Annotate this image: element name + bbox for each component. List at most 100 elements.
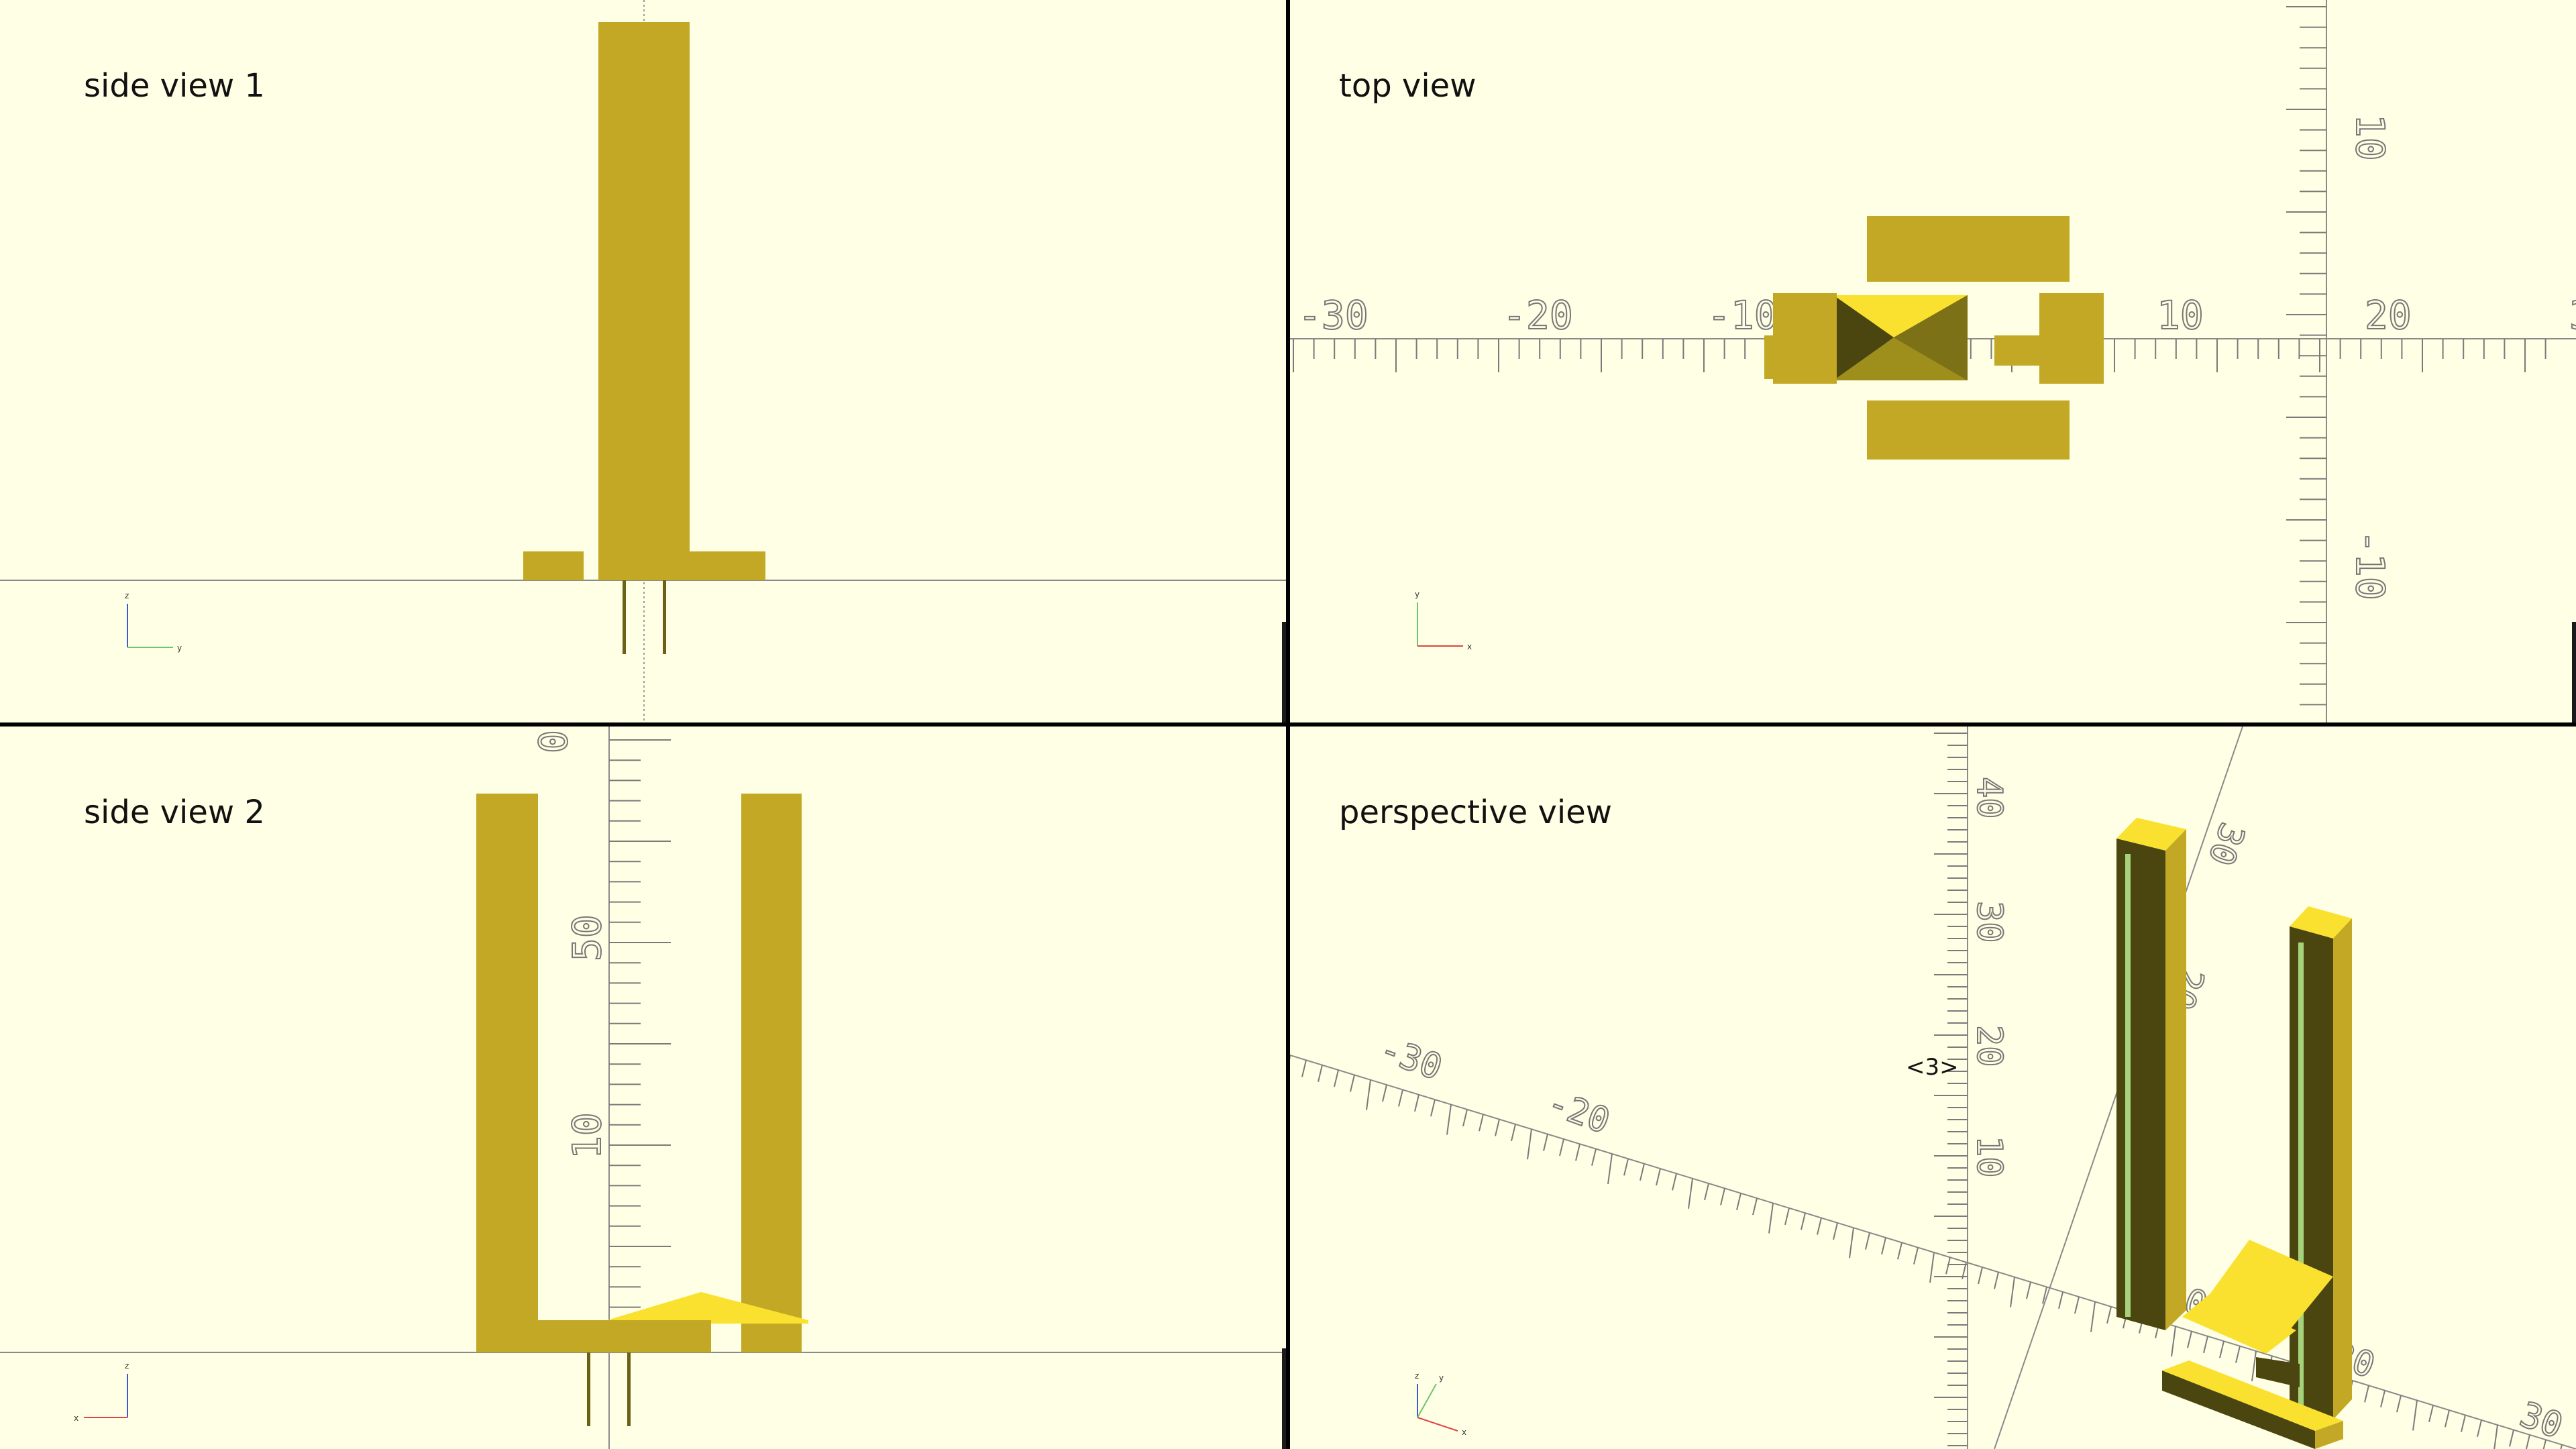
perspective-view-canvas[interactable]: 40 30 20 10 -30 -20 10 20 30 30 20 bbox=[1290, 727, 2576, 1449]
gizmo-x-label: x bbox=[1467, 642, 1472, 651]
viewport-side-view-2[interactable]: 0 50 10 z x side view 2 bbox=[0, 727, 1286, 1449]
model-top-wedge-face bbox=[1833, 295, 1968, 337]
ruler-tick bbox=[1913, 1247, 1919, 1265]
ruler-tick bbox=[2509, 1430, 2514, 1447]
side-view-1-canvas[interactable]: z y bbox=[0, 0, 1286, 722]
top-view-canvas[interactable]: -30 -20 -10 10 20 3 10 -10 y x bbox=[1290, 0, 2576, 722]
tick-label: 30 bbox=[2200, 818, 2252, 871]
perspective-view-title: perspective view bbox=[1339, 794, 1613, 831]
viewport-border-mark bbox=[2572, 622, 2576, 722]
ruler-tick bbox=[2560, 1444, 2563, 1449]
side-view-2-canvas[interactable]: 0 50 10 z x bbox=[0, 727, 1286, 1449]
ruler-tick bbox=[2026, 1281, 2031, 1299]
z-ruler-ticks bbox=[609, 739, 671, 1348]
model-pin-left bbox=[587, 1352, 590, 1426]
tick-label: 30 bbox=[1969, 901, 2009, 943]
top-view-title: top view bbox=[1339, 67, 1477, 105]
model-pin-left bbox=[623, 580, 626, 654]
gizmo-z-label: z bbox=[125, 1361, 129, 1371]
ruler-tick bbox=[1720, 1188, 1725, 1205]
ruler-tick bbox=[1656, 1168, 1661, 1186]
tick-label: 0 bbox=[531, 730, 576, 753]
ruler-tick bbox=[2090, 1301, 2096, 1332]
model-top-left-stub bbox=[1764, 335, 1774, 379]
tick-label: 10 bbox=[2347, 114, 2393, 161]
model-wedge-ledge bbox=[711, 1320, 808, 1324]
ruler-tick bbox=[1994, 1272, 1999, 1289]
side-view-1-title: side view 1 bbox=[84, 67, 265, 105]
x-axis-line bbox=[1290, 1055, 2576, 1449]
center-wedge bbox=[2182, 1293, 2296, 1354]
ruler-tick bbox=[1446, 1104, 1452, 1135]
perspective-marker-label: <3> bbox=[1906, 1054, 1959, 1081]
perspective-ruler-labels: 40 30 20 10 -30 -20 10 20 30 30 20 bbox=[1374, 776, 2569, 1448]
viewport-side-view-1[interactable]: z y side view 1 bbox=[0, 0, 1286, 722]
ruler-tick bbox=[2203, 1336, 2208, 1354]
model-pin-right bbox=[663, 580, 666, 654]
ruler-tick bbox=[1962, 1262, 1967, 1279]
ruler-tick bbox=[1881, 1237, 1886, 1255]
ruler-tick bbox=[1865, 1232, 1870, 1250]
pillar-right-side bbox=[2333, 918, 2352, 1419]
ruler-tick bbox=[1752, 1197, 1758, 1216]
ruler-tick bbox=[1366, 1079, 1371, 1110]
ruler-tick bbox=[1768, 1203, 1774, 1234]
ruler-tick bbox=[2042, 1287, 2047, 1304]
model-top-right-block bbox=[2039, 293, 2104, 384]
ruler-tick bbox=[2380, 1390, 2385, 1407]
ruler-tick bbox=[1945, 1257, 1951, 1275]
ruler-tick bbox=[2187, 1331, 2192, 1348]
ruler-tick bbox=[1801, 1212, 1806, 1230]
pillar-right-front bbox=[2290, 926, 2333, 1419]
ruler-tick bbox=[2171, 1326, 2176, 1357]
ruler-tick bbox=[2364, 1385, 2369, 1403]
ruler-tick bbox=[2058, 1291, 2063, 1309]
ruler-tick bbox=[1897, 1242, 1902, 1260]
ruler-tick bbox=[1334, 1069, 1339, 1087]
y-ruler-labels: 10 -10 bbox=[2347, 113, 2394, 601]
ruler-tick bbox=[1640, 1163, 1645, 1181]
ruler-tick bbox=[1817, 1218, 1822, 1235]
viewport-top-view[interactable]: -30 -20 -10 10 20 3 10 -10 y x top view bbox=[1290, 0, 2576, 722]
gizmo-y-label: y bbox=[1439, 1373, 1444, 1383]
gizmo-y-label: y bbox=[1415, 590, 1419, 599]
tick-label: 10 bbox=[2157, 292, 2204, 338]
model-left-foot bbox=[523, 551, 584, 580]
ruler-tick bbox=[2251, 1350, 2257, 1382]
ruler-tick bbox=[1736, 1193, 1741, 1211]
model-top-wedge-face-2 bbox=[1833, 337, 1968, 380]
ruler-tick bbox=[1688, 1178, 1693, 1209]
tick-label: -20 bbox=[1503, 292, 1573, 338]
ruler-tick bbox=[1301, 1060, 1307, 1077]
ruler-tick bbox=[2493, 1425, 2498, 1449]
ruler-tick bbox=[1382, 1084, 1387, 1102]
model-column bbox=[598, 22, 690, 580]
tick-label: 30 bbox=[2515, 1395, 2568, 1447]
tick-label: 20 bbox=[2365, 292, 2412, 338]
pillar-left-highlight bbox=[2125, 854, 2131, 1317]
front-bar-side bbox=[2315, 1421, 2343, 1449]
ruler-tick bbox=[1495, 1119, 1500, 1136]
tick-label: -10 bbox=[1707, 292, 1778, 338]
model-top-lower-block bbox=[1867, 400, 2070, 460]
ruler-tick bbox=[2235, 1346, 2241, 1363]
axis-gizmo: z y bbox=[125, 591, 182, 653]
tick-label: -30 bbox=[1375, 1029, 1448, 1089]
ruler-tick bbox=[1575, 1144, 1580, 1161]
ruler-tick bbox=[1591, 1148, 1597, 1166]
ruler-tick bbox=[1623, 1159, 1629, 1176]
pillar-left-front bbox=[2116, 839, 2165, 1330]
tick-label: -10 bbox=[2347, 530, 2393, 600]
model-top-right-stub bbox=[1994, 335, 2041, 366]
viewport-perspective-view[interactable]: 40 30 20 10 -30 -20 10 20 30 30 20 bbox=[1290, 727, 2576, 1449]
ruler-tick bbox=[1929, 1252, 1935, 1283]
ruler-tick bbox=[1430, 1099, 1436, 1117]
ruler-tick bbox=[1479, 1114, 1484, 1132]
ruler-tick bbox=[1414, 1094, 1419, 1112]
tick-label: 50 bbox=[564, 914, 610, 961]
gizmo-y-label: y bbox=[177, 643, 182, 653]
ruler-tick bbox=[1543, 1134, 1548, 1151]
ruler-tick bbox=[1318, 1065, 1323, 1082]
ruler-tick bbox=[1350, 1075, 1355, 1092]
ruler-tick bbox=[1607, 1153, 1613, 1185]
